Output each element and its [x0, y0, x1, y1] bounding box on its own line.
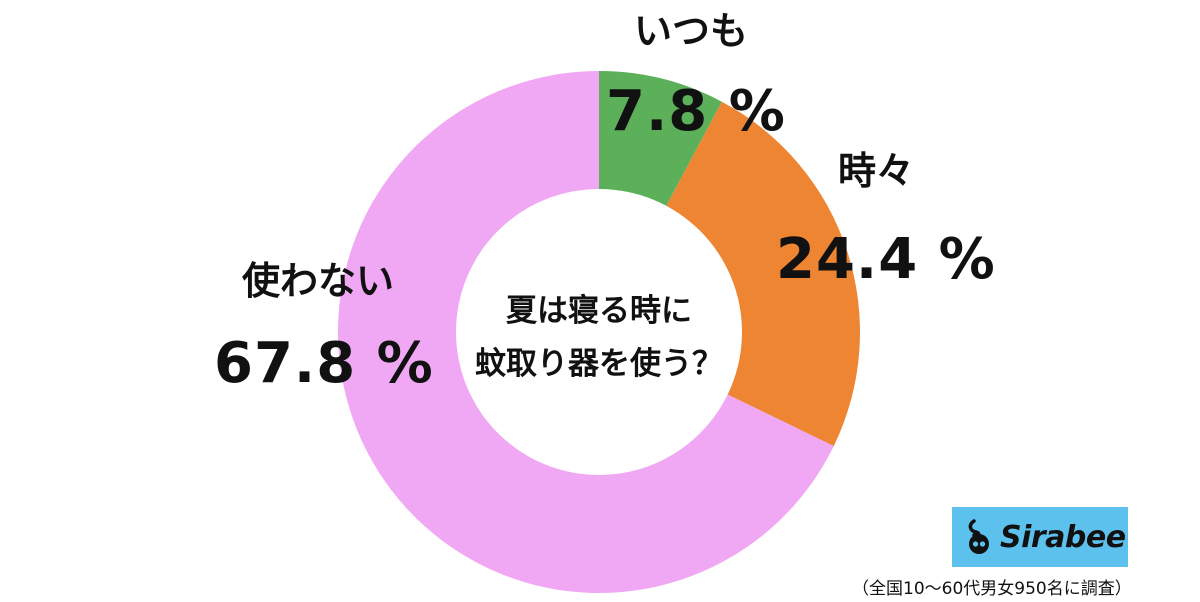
sirabee-mark-icon	[964, 519, 994, 555]
value-label-never: 67.8 %	[214, 331, 434, 396]
center-question-line-2: 蚊取り器を使う？	[475, 345, 723, 382]
value-label-sometimes: 24.4 %	[776, 227, 996, 292]
category-label-never: 使わない	[242, 259, 395, 303]
sirabee-logo: Sirabee	[952, 507, 1128, 567]
category-label-always: いつも	[634, 9, 749, 53]
center-question-line-1: 夏は寝る時に	[506, 293, 692, 329]
survey-footnote: （全国10〜60代男女950名に調査）	[852, 579, 1132, 599]
donut-hole	[456, 189, 742, 475]
center-question: 夏は寝る時に 蚊取り器を使う？	[449, 285, 749, 390]
category-label-sometimes: 時々	[838, 149, 915, 193]
sirabee-logo-text: Sirabee	[1000, 519, 1126, 555]
value-label-always: 7.8 %	[606, 79, 786, 144]
